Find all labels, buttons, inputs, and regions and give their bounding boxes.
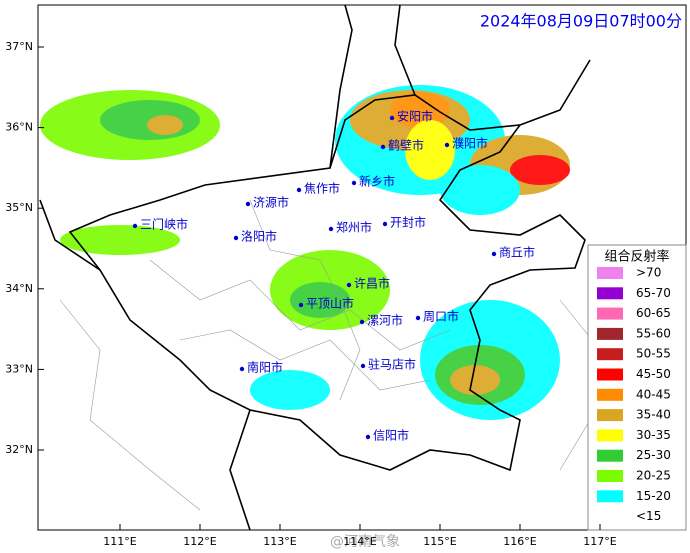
legend-label: 40-45 [636,387,671,401]
city-dot [233,235,239,241]
legend-label: 20-25 [636,469,671,483]
timestamp: 2024年08月09日07时00分 [480,12,682,31]
legend-title: 组合反射率 [604,249,669,265]
city-label: 新乡市 [359,174,395,189]
legend-swatch [597,307,623,320]
city-dot [444,142,450,148]
county-lines [59,199,601,511]
city-dot [415,315,421,321]
lon-label: 113°E [263,535,296,548]
lon-label: 112°E [183,535,216,548]
watermark: @河南气象 [330,534,400,550]
legend: 组合反射率 >70 65-70 60-65 55-60 50-55 45-50 40-45 3… [587,244,687,531]
city-label: 郑州市 [336,220,372,235]
lon-label: 117°E [583,535,616,548]
legend-swatch [597,368,623,381]
city-label: 周口市 [423,309,459,324]
city-label: 洛阳市 [241,229,277,244]
city-dot [239,366,245,372]
city-label: 商丘市 [499,245,535,260]
city-label: 安阳市 [397,109,433,124]
lat-label: 33°N [5,362,33,375]
legend-label: 35-40 [636,408,671,422]
city-label: 三门峡市 [140,217,188,232]
city-dot [380,144,386,150]
city-dot [346,282,352,288]
lon-label: 111°E [103,535,136,548]
city-label: 驻马店市 [368,357,416,372]
legend-swatch [597,267,623,279]
lon-label: 116°E [503,535,536,548]
city-dot [382,221,388,227]
legend-swatch [597,388,623,401]
city-label: 济源市 [253,195,289,210]
city-dot [296,187,302,193]
city-dot [245,201,251,207]
legend-swatch [597,429,623,442]
legend-swatch [597,409,623,422]
city-label: 南阳市 [247,360,283,375]
lat-label: 36°N [5,121,33,134]
city-dot [132,223,138,229]
lat-label: 34°N [5,282,33,295]
legend-swatch [597,327,623,340]
legend-swatch [597,510,623,523]
legend-swatch [597,470,623,482]
legend-label: 45-50 [636,367,671,381]
legend-label: 25-30 [636,448,671,462]
legend-swatch [597,287,623,300]
legend-label: 65-70 [636,286,671,300]
city-dot [359,319,365,325]
legend-label: 60-65 [636,306,671,320]
city-dot [298,302,304,308]
city-label: 信阳市 [373,428,409,443]
city-label: 焦作市 [304,181,340,196]
legend-label: 50-55 [636,347,671,361]
radar-echoes [40,85,570,420]
lat-label: 35°N [5,201,33,214]
city-dot [365,434,371,440]
legend-label: >70 [636,266,661,280]
city-label: 许昌市 [354,276,390,291]
lat-label: 32°N [5,443,33,456]
legend-label: 30-35 [636,428,671,442]
city-label: 平顶山市 [306,296,354,311]
legend-label: <15 [636,509,661,523]
lon-label: 114°E [343,535,376,548]
city-label: 濮阳市 [452,136,488,151]
province-borders [39,4,591,531]
city-dot [491,251,497,257]
city-label: 开封市 [390,215,426,230]
city-label: 漯河市 [367,313,403,328]
city-label: 鹤壁市 [388,138,424,153]
city-dot [389,115,395,121]
city-dot [351,180,357,186]
legend-swatch [597,449,623,462]
legend-swatch [597,490,623,503]
lon-label: 115°E [423,535,456,548]
legend-label: 15-20 [636,489,671,503]
lat-label: 37°N [5,40,33,53]
legend-swatch [597,348,623,361]
city-dot [328,226,334,232]
legend-label: 55-60 [636,326,671,340]
city-dot [360,363,366,369]
